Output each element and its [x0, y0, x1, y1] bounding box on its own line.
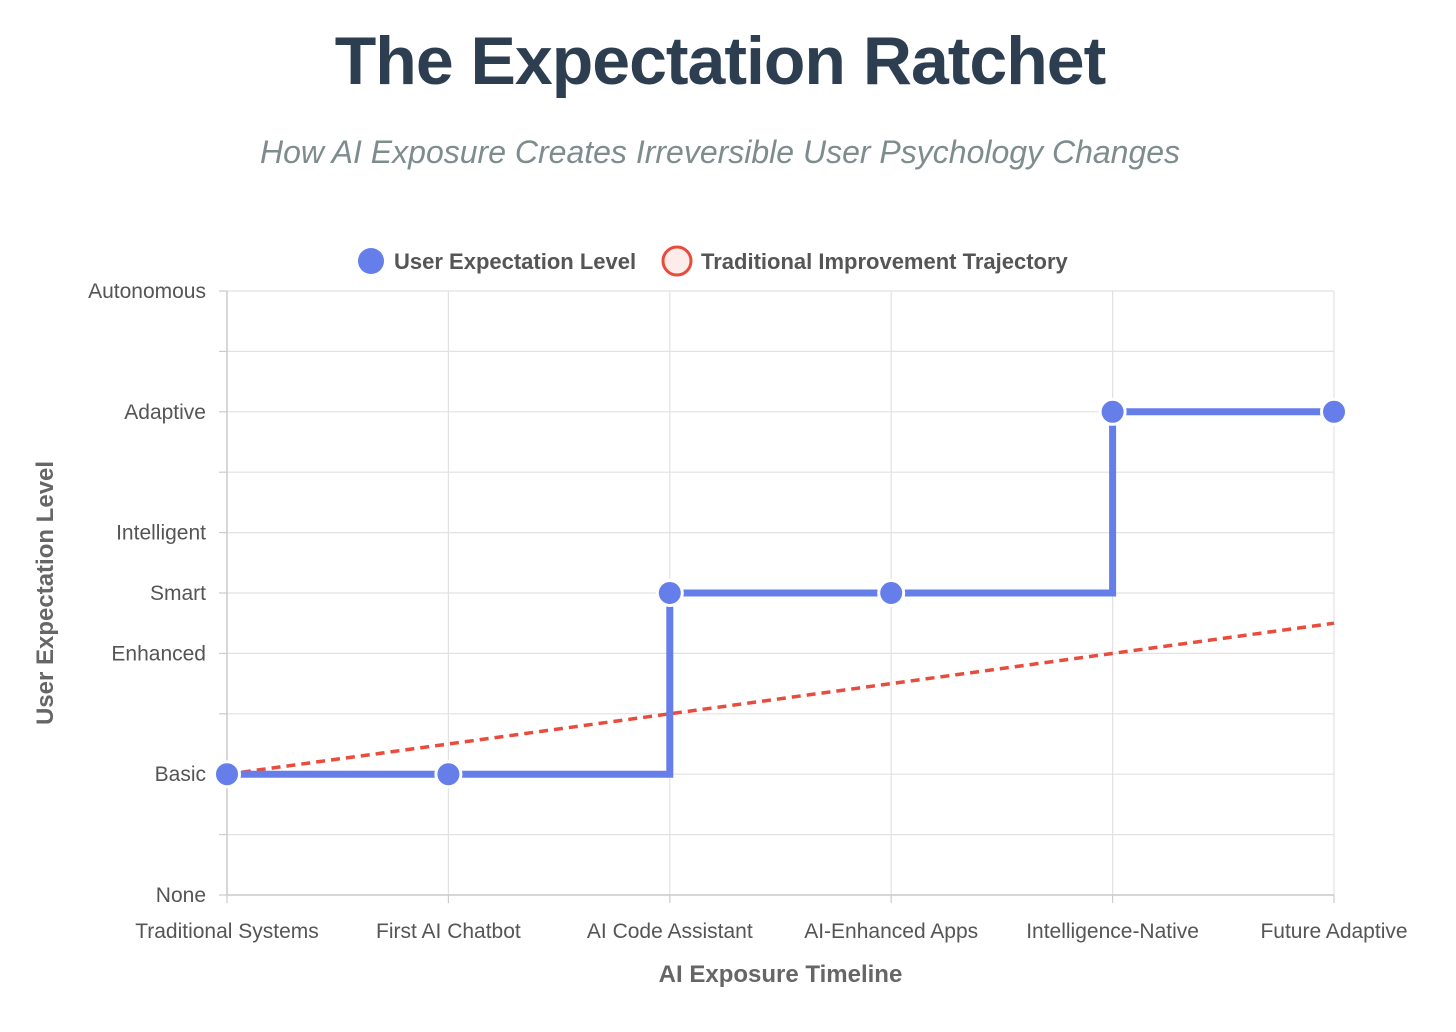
x-tick-label: Traditional Systems: [135, 920, 319, 943]
legend-label-expectation: User Expectation Level: [394, 249, 636, 274]
expectation-step-line: [227, 408, 1334, 778]
legend-label-trajectory: Traditional Improvement Trajectory: [701, 249, 1069, 274]
x-tick-label: AI-Enhanced Apps: [804, 920, 978, 943]
expectation-point[interactable]: [213, 760, 241, 789]
y-tick-label: Autonomous: [88, 280, 206, 303]
expectation-point[interactable]: [877, 579, 906, 607]
series-layer: [213, 397, 1348, 789]
legend-marker-trajectory[interactable]: [661, 245, 693, 277]
expectation-point[interactable]: [655, 579, 684, 607]
x-tick-label: Intelligence-Native: [1026, 920, 1199, 943]
x-tick-label: First AI Chatbot: [376, 920, 521, 943]
x-tick-label: AI Code Assistant: [587, 920, 753, 943]
y-tick-label: Enhanced: [111, 642, 206, 665]
expectation-point[interactable]: [1320, 397, 1348, 426]
chart-title: The Expectation Ratchet: [334, 23, 1107, 99]
x-tick-label: Future Adaptive: [1260, 920, 1407, 943]
y-tick-label: Smart: [150, 582, 206, 605]
y-tick-label: Basic: [155, 763, 206, 786]
axis-labels: None Basic Enhanced Smart Intelligent Adaptiv…: [32, 280, 1408, 988]
legend-marker-expectation[interactable]: [358, 248, 384, 274]
axis-layer: [219, 290, 1335, 903]
chart-subtitle: How AI Exposure Creates Irreversible Use…: [259, 134, 1181, 170]
y-tick-label: None: [156, 884, 206, 907]
expectation-point[interactable]: [434, 760, 463, 789]
trajectory-line: [226, 621, 1335, 776]
y-tick-label: Intelligent: [116, 522, 206, 545]
y-axis-title: User Expectation Level: [32, 461, 59, 725]
legend[interactable]: User Expectation Level Traditional Improv…: [358, 245, 1069, 277]
expectation-point[interactable]: [1098, 397, 1127, 426]
y-tick-label: Adaptive: [124, 401, 206, 424]
x-axis-title: AI Exposure Timeline: [659, 961, 903, 988]
